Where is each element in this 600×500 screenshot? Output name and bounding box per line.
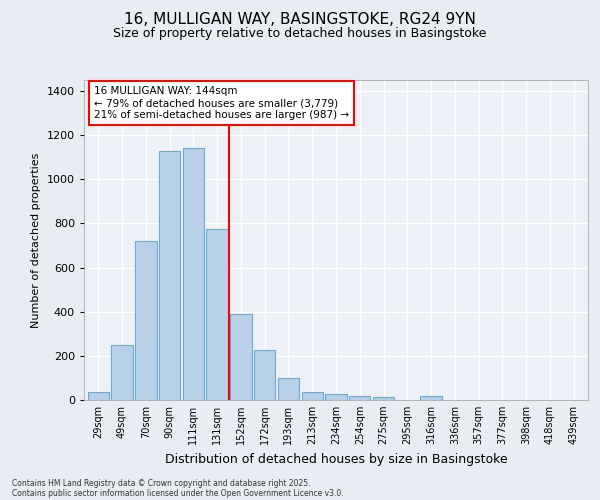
Text: 16, MULLIGAN WAY, BASINGSTOKE, RG24 9YN: 16, MULLIGAN WAY, BASINGSTOKE, RG24 9YN	[124, 12, 476, 28]
Y-axis label: Number of detached properties: Number of detached properties	[31, 152, 41, 328]
Text: Contains public sector information licensed under the Open Government Licence v3: Contains public sector information licen…	[12, 488, 344, 498]
Bar	[88, 392, 109, 400]
Bar	[373, 396, 394, 400]
Bar	[278, 378, 299, 400]
Bar	[349, 396, 370, 400]
Bar	[325, 394, 347, 400]
Bar	[112, 346, 133, 400]
Bar	[159, 150, 180, 400]
Bar	[302, 392, 323, 400]
Bar	[254, 350, 275, 400]
Text: Size of property relative to detached houses in Basingstoke: Size of property relative to detached ho…	[113, 28, 487, 40]
Text: 16 MULLIGAN WAY: 144sqm
← 79% of detached houses are smaller (3,779)
21% of semi: 16 MULLIGAN WAY: 144sqm ← 79% of detache…	[94, 86, 349, 120]
Bar	[135, 241, 157, 400]
Bar	[230, 314, 251, 400]
Bar	[182, 148, 204, 400]
Bar	[206, 229, 228, 400]
Text: Contains HM Land Registry data © Crown copyright and database right 2025.: Contains HM Land Registry data © Crown c…	[12, 478, 311, 488]
X-axis label: Distribution of detached houses by size in Basingstoke: Distribution of detached houses by size …	[164, 452, 508, 466]
Bar	[421, 396, 442, 400]
